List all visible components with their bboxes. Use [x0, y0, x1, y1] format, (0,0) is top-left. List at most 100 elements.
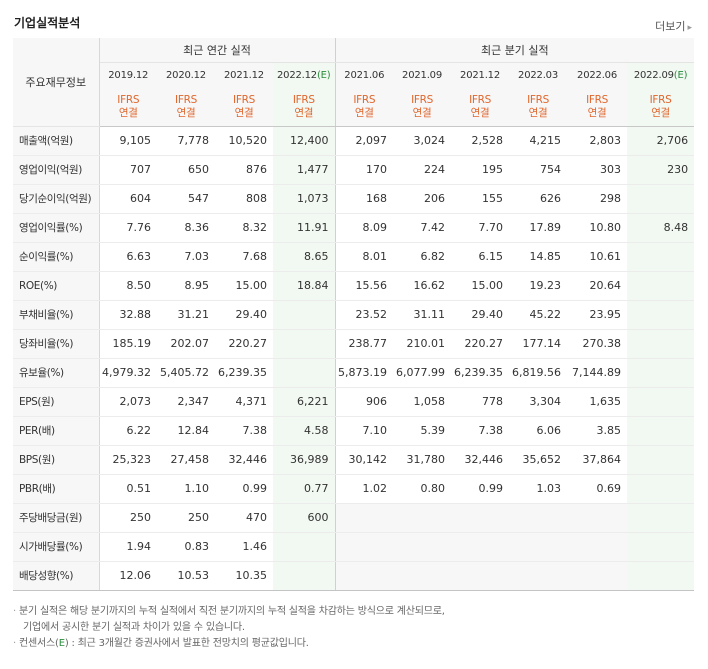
table-cell: 8.09: [335, 212, 394, 243]
accounting-standard: IFRS 연결: [627, 88, 695, 127]
table-cell: 1.10: [157, 474, 215, 504]
table-cell: [273, 561, 336, 591]
financial-summary-table: 주요재무정보 최근 연간 실적 최근 분기 실적 2019.12 2020.12 2…: [13, 38, 695, 591]
row-label: ROE(%): [13, 271, 100, 301]
table-cell: 1,058: [393, 386, 452, 417]
period-header: 2022.09(E): [627, 62, 695, 88]
table-cell: 195: [451, 155, 510, 185]
table-cell: [509, 561, 568, 591]
row-label: 당기순이익(억원): [13, 184, 100, 214]
table-cell: 170: [335, 155, 394, 185]
table-cell: 8.01: [335, 242, 394, 272]
table-cell: 10.53: [157, 561, 215, 591]
footnote-consensus: · 컨센서스(E) : 최근 3개월간 증권사에서 발표한 전망치의 평균값입니다…: [13, 638, 309, 649]
row-label: 유보율(%): [13, 358, 100, 388]
table-cell: 626: [509, 184, 568, 214]
table-cell: 6,077.99: [393, 358, 452, 388]
table-cell: 2,347: [157, 386, 215, 417]
table-cell: 12.06: [99, 561, 157, 591]
table-cell: [509, 532, 568, 562]
section-title: 기업실적분석: [14, 16, 81, 30]
table-cell: 20.64: [567, 271, 628, 301]
footnotes: · 분기 실적은 해당 분기까지의 누적 실적에서 직전 분기까지의 누적 실적을…: [13, 604, 694, 652]
table-cell: 7.38: [215, 416, 273, 446]
table-cell: 2,706: [627, 126, 695, 156]
table-cell: 45.22: [509, 299, 568, 330]
table-cell: 5,405.72: [157, 358, 215, 388]
table-cell: 168: [335, 184, 394, 214]
table-cell: 155: [451, 184, 510, 214]
table-cell: 6,221: [273, 386, 336, 417]
table-cell: 2,097: [335, 126, 394, 156]
table-cell: 1.94: [99, 532, 157, 562]
row-label: 당좌비율(%): [13, 329, 100, 359]
table-row: EPS(원) 2,073 2,347 4,371 6,221 906 1,058 778 3,3…: [13, 386, 695, 417]
period-header: 2021.06: [335, 62, 394, 88]
table-cell: [273, 329, 336, 359]
table-cell: 8.65: [273, 242, 336, 272]
footnote-quarterly-cont: 기업에서 공시한 분기 실적과 차이가 있을 수 있습니다.: [23, 622, 245, 633]
table-cell: [627, 329, 695, 359]
row-header-title: 주요재무정보: [13, 38, 100, 127]
period-header: 2022.12(E): [273, 62, 336, 88]
table-cell: 224: [393, 155, 452, 185]
table-cell: 8.36: [157, 212, 215, 243]
table-cell: 2,803: [567, 126, 628, 156]
table-cell: 6.06: [509, 416, 568, 446]
table-cell: 23.52: [335, 299, 394, 330]
table-row: BPS(원) 25,323 27,458 32,446 36,989 30,142 31,7…: [13, 445, 695, 475]
table-cell: [567, 532, 628, 562]
table-cell: 8.50: [99, 271, 157, 301]
footnote-quarterly: · 분기 실적은 해당 분기까지의 누적 실적에서 직전 분기까지의 누적 실적을…: [13, 606, 445, 617]
accounting-standard: IFRS 연결: [451, 88, 510, 127]
table-cell: 754: [509, 155, 568, 185]
table-cell: [273, 299, 336, 330]
table-cell: 6,239.35: [451, 358, 510, 388]
table-cell: 6,819.56: [509, 358, 568, 388]
table-cell: [273, 532, 336, 562]
table-row: 주당배당금(원) 250 250 470 600: [13, 502, 695, 533]
table-cell: 0.69: [567, 474, 628, 504]
table-row: 부채비율(%) 32.88 31.21 29.40 23.52 31.11 29.40 45.…: [13, 299, 695, 330]
table-cell: 6.82: [393, 242, 452, 272]
table-cell: 876: [215, 155, 273, 185]
period-header: 2022.03: [509, 62, 568, 88]
table-cell: [627, 474, 695, 504]
table-cell: 5,873.19: [335, 358, 394, 388]
table-cell: [335, 502, 394, 533]
table-cell: 10.80: [567, 212, 628, 243]
table-cell: 35,652: [509, 445, 568, 475]
table-cell: 1,477: [273, 155, 336, 185]
table-cell: 23.95: [567, 299, 628, 330]
table-cell: 10.61: [567, 242, 628, 272]
table-cell: 6,239.35: [215, 358, 273, 388]
estimate-mark: (E): [673, 69, 688, 81]
table-cell: 4,979.32: [99, 358, 157, 388]
table-cell: [451, 502, 510, 533]
table-cell: 8.48: [627, 212, 695, 243]
table-cell: 31,780: [393, 445, 452, 475]
accounting-standard: IFRS 연결: [335, 88, 394, 127]
row-label: 주당배당금(원): [13, 502, 100, 533]
accounting-standard: IFRS 연결: [509, 88, 568, 127]
table-cell: 10,520: [215, 126, 273, 156]
table-cell: 1.02: [335, 474, 394, 504]
accounting-standard: IFRS 연결: [157, 88, 215, 127]
table-cell: 2,073: [99, 386, 157, 417]
table-cell: [627, 502, 695, 533]
table-cell: 14.85: [509, 242, 568, 272]
more-link[interactable]: 더보기 ▸: [655, 20, 692, 33]
table-cell: 15.56: [335, 271, 394, 301]
table-cell: 27,458: [157, 445, 215, 475]
table-cell: 210.01: [393, 329, 452, 359]
table-cell: [627, 299, 695, 330]
row-label: PBR(배): [13, 474, 100, 504]
table-cell: 7.42: [393, 212, 452, 243]
table-cell: [451, 532, 510, 562]
table-cell: [451, 561, 510, 591]
row-label: 매출액(억원): [13, 126, 100, 156]
table-cell: 7,144.89: [567, 358, 628, 388]
table-cell: 36,989: [273, 445, 336, 475]
table-cell: [627, 386, 695, 417]
table-cell: 238.77: [335, 329, 394, 359]
